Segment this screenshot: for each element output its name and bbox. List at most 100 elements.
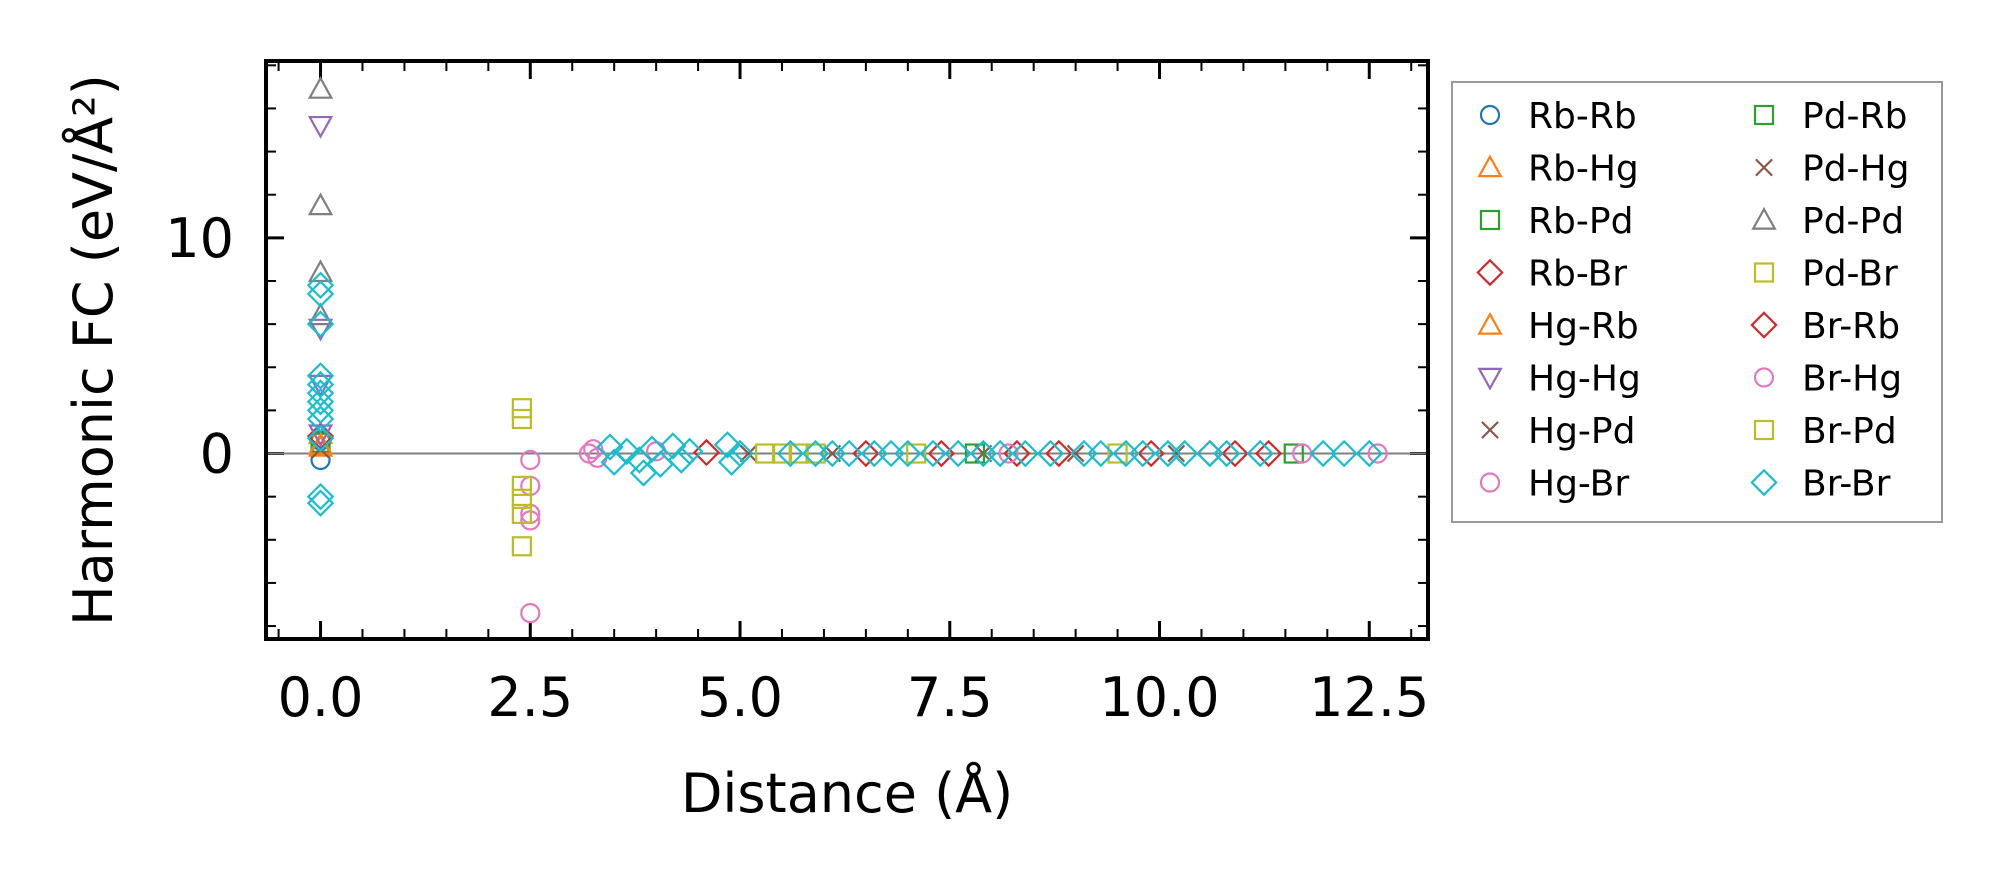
point-br-br [629,459,658,487]
legend-label-hg-rb: Hg-Rb [1528,306,1639,347]
point-br-br [306,370,335,399]
legend-marker-rb-br [1476,258,1504,287]
legend-marker-br-rb [1750,311,1778,339]
point-br-br [613,437,641,466]
point-br-br [667,446,696,474]
point-pd-br [511,488,532,509]
legend-marker-pd-pd [1751,206,1777,230]
point-br-br [944,439,972,468]
point-pd-br [755,443,776,464]
legend-label-hg-pd: Hg-Pd [1528,411,1635,452]
point-br-br [306,379,335,407]
point-br-br [1212,439,1241,468]
x-tick-label: 0.0 [278,666,364,729]
point-br-br [919,439,947,468]
legend-label-rb-rb: Rb-Rb [1528,96,1637,137]
point-br-br [638,435,666,463]
point-rb-br [1221,439,1249,468]
point-pd-pd [307,192,334,216]
point-br-br [835,439,863,468]
point-pd-br [511,536,532,557]
legend-label-rb-br: Rb-Br [1528,254,1627,295]
point-br-hg [1367,443,1388,464]
point-pd-br [511,408,532,430]
legend-marker-rb-rb [1479,104,1501,126]
legend: Rb-Rb Rb-Hg Rb-Pd Rb-Br Hg-Rb Hg-Hg Hg-Pd Hg-Br… [1451,81,1943,523]
y-tick-label: 10 [165,207,234,270]
legend-marker-pd-hg [1755,158,1773,177]
point-br-br [1087,439,1115,468]
legend-label-pd-hg: Pd-Hg [1802,149,1909,190]
legend-label-br-br: Br-Br [1802,464,1891,505]
point-br-br [306,405,335,433]
legend-marker-hg-rb [1477,311,1503,335]
point-pd-pd [307,302,334,326]
point-pd-br [511,475,532,496]
point-pd-pd [307,75,334,99]
point-br-br [306,388,335,416]
point-pd-hg [1066,444,1085,463]
point-pd-pd [307,259,334,283]
x-tick-label: 2.5 [487,666,573,729]
point-br-br [713,431,742,459]
y-tick-label: 0 [200,423,234,486]
point-pd-br [771,443,793,464]
legend-marker-hg-br [1479,472,1501,493]
legend-frame [1451,81,1943,523]
y-axis-label: Harmonic FC (eV/Å²) [61,74,125,626]
legend-label-hg-hg: Hg-Hg [1528,359,1641,400]
x-tick-label: 12.5 [1309,666,1429,729]
legend-label-br-rb: Br-Rb [1802,306,1900,347]
point-br-br [659,432,687,460]
axis-ticks [266,61,1428,639]
legend-label-pd-rb: Pd-Rb [1802,96,1907,137]
point-hg-br [520,449,541,471]
point-br-br [306,310,335,338]
point-br-br [726,439,754,468]
point-pd-rb [964,443,986,464]
x-axis-label: Distance (Å) [681,761,1013,825]
point-br-pd [1107,443,1128,464]
point-br-pd [906,443,927,464]
point-hg-br [520,603,541,624]
point-br-br [596,433,624,461]
legend-label-br-pd: Br-Pd [1802,411,1897,452]
point-hg-hg [307,115,334,139]
point-br-br [1330,439,1358,468]
point-br-hg [998,443,1019,464]
legend-marker-hg-hg [1477,367,1503,391]
legend-label-pd-br: Pd-Br [1802,254,1898,295]
point-pd-br [511,503,532,525]
point-pd-br [511,398,532,419]
legend-label-rb-hg: Rb-Hg [1528,149,1639,190]
legend-marker-br-hg [1753,367,1775,388]
point-br-br [1170,439,1199,468]
x-tick-label: 10.0 [1099,666,1219,729]
point-pd-br [788,443,809,464]
point-br-br [717,448,746,476]
point-br-br [306,280,335,308]
x-tick-label: 7.5 [907,666,993,729]
point-br-br [306,482,335,511]
point-br-br [306,271,335,300]
legend-label-hg-br: Hg-Br [1528,464,1629,505]
tick-labels: 0.0 2.5 5.0 7.5 10.0 12.5 0 10 [165,207,1429,729]
point-br-br [306,489,335,517]
point-br-br [1309,439,1337,468]
point-br-br [306,396,335,425]
data-points [306,75,1388,624]
point-hg-pd [1167,444,1186,463]
legend-marker-pd-rb [1753,104,1775,126]
x-tick-label: 5.0 [697,666,783,729]
legend-label-pd-pd: Pd-Pd [1802,201,1904,242]
point-pd-rb [1283,443,1304,464]
legend-marker-rb-hg [1477,154,1503,178]
point-br-br [646,450,675,479]
point-br-br [776,439,805,468]
legend-label-br-hg: Br-Hg [1802,359,1902,400]
legend-label-rb-pd: Rb-Pd [1528,201,1633,242]
plot-frame [264,59,1430,641]
point-br-br [1011,439,1039,468]
point-br-pd [805,443,826,464]
